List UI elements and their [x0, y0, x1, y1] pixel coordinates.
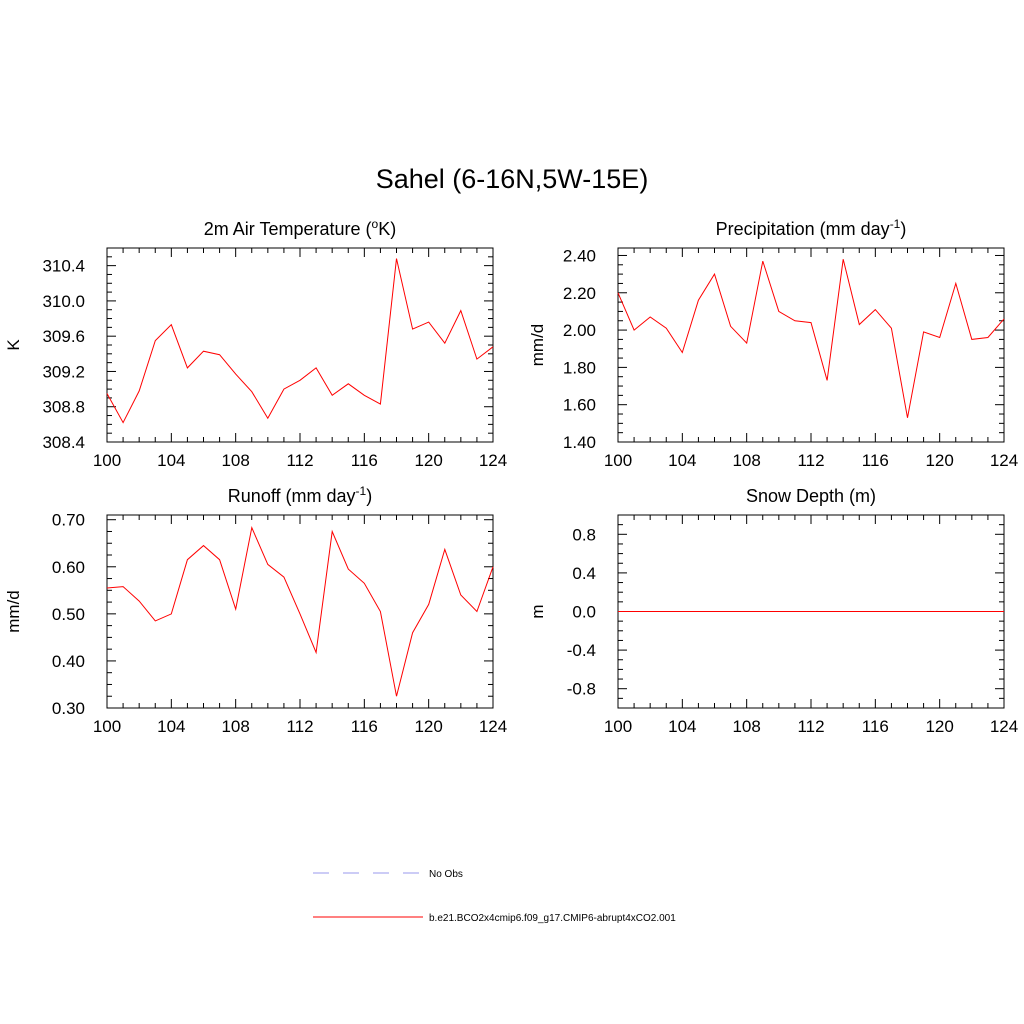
y-axis-label: K	[4, 339, 23, 351]
panel-title-superscript: o	[372, 217, 379, 231]
x-tick-label: 112	[286, 451, 313, 470]
series-line	[106, 526, 494, 697]
panel-title: Runoff (mm day-1)	[228, 484, 372, 506]
x-tick-label: 104	[668, 451, 696, 470]
x-tick-label: 120	[414, 717, 442, 736]
panel-title-superscript: -1	[890, 217, 901, 231]
series-line	[106, 258, 494, 424]
y-tick-label: 310.4	[42, 257, 85, 276]
y-tick-label: 2.20	[563, 284, 596, 303]
y-tick-label: 1.80	[563, 358, 596, 377]
plot-frame	[106, 247, 494, 443]
y-tick-label: 0.40	[52, 652, 85, 671]
panel-title-end: )	[900, 219, 906, 239]
panel-4: 100 104 108 112 116 120 124 -0.8 -0.4 0.0 0.4 0.8 m S…	[528, 486, 1018, 736]
x-tick-label: 116	[351, 451, 378, 470]
y-tick-label: 0.50	[52, 605, 85, 624]
x-tick-label: 116	[862, 717, 889, 736]
x-tick-label: 100	[604, 451, 632, 470]
y-tick-label: 310.0	[42, 292, 85, 311]
x-tick-label: 108	[221, 451, 249, 470]
x-tick-label: 100	[93, 717, 121, 736]
y-tick-label: 309.6	[42, 327, 85, 346]
x-tick-label: 104	[157, 451, 185, 470]
y-axis-label: mm/d	[528, 324, 547, 367]
panel-title-main: 2m Air Temperature (	[204, 219, 372, 239]
x-tick-label: 124	[990, 717, 1018, 736]
panel-2: 100 104 108 112 116 120 124 1.40 1.60 1.80 2.00 2.2…	[528, 217, 1018, 470]
y-tick-label: -0.8	[567, 680, 596, 699]
y-tick-label: 0.4	[572, 564, 596, 583]
x-tick-label: 116	[351, 717, 378, 736]
y-tick-label: 1.40	[563, 433, 596, 452]
x-tick-label: 120	[414, 451, 442, 470]
y-tick-label: 1.60	[563, 396, 596, 415]
panel-title: Snow Depth (m)	[746, 486, 876, 506]
panel-title-main: Runoff (mm day	[228, 486, 356, 506]
x-tick-label: 100	[93, 451, 121, 470]
x-tick-label: 120	[925, 451, 953, 470]
x-tick-label: 108	[221, 717, 249, 736]
legend-label: b.e21.BCO2x4cmip6.f09_g17.CMIP6-abrupt4x…	[429, 913, 676, 924]
y-tick-label: 0.8	[572, 525, 596, 544]
x-tick-label: 112	[797, 451, 824, 470]
plot-frame	[617, 247, 1005, 443]
x-tick-label: 108	[732, 451, 760, 470]
x-tick-label: 124	[990, 451, 1018, 470]
y-axis-label: mm/d	[4, 590, 23, 633]
y-tick-label: 0.70	[52, 511, 85, 530]
panel-title-end: K)	[378, 219, 396, 239]
panel-title-main: Precipitation (mm day	[716, 219, 890, 239]
y-tick-label: 2.40	[563, 246, 596, 265]
y-tick-label: 2.00	[563, 321, 596, 340]
x-tick-label: 104	[668, 717, 696, 736]
x-tick-label: 104	[157, 717, 185, 736]
y-tick-label: 308.8	[42, 398, 85, 417]
x-tick-label: 120	[925, 717, 953, 736]
x-tick-label: 116	[862, 451, 889, 470]
y-tick-label: 309.2	[42, 362, 85, 381]
y-axis-label: m	[528, 604, 547, 618]
y-tick-label: 0.30	[52, 699, 85, 718]
x-tick-label: 100	[604, 717, 632, 736]
legend-label: No Obs	[429, 869, 463, 880]
legend: No Obs b.e21.BCO2x4cmip6.f09_g17.CMIP6-ab…	[313, 869, 676, 924]
y-tick-label: 0.60	[52, 558, 85, 577]
figure-title: Sahel (6-16N,5W-15E)	[375, 164, 649, 194]
x-tick-label: 108	[732, 717, 760, 736]
panel-title-main: Snow Depth (m)	[746, 486, 876, 506]
series-line	[617, 259, 1005, 418]
x-tick-label: 124	[479, 451, 507, 470]
x-tick-label: 124	[479, 717, 507, 736]
panel-title-superscript: -1	[356, 484, 367, 498]
x-tick-label: 112	[286, 717, 313, 736]
panel-title: 2m Air Temperature (oK)	[204, 217, 396, 239]
panel-title-end: )	[366, 486, 372, 506]
y-tick-label: -0.4	[567, 641, 596, 660]
y-tick-label: 0.0	[572, 603, 596, 622]
panel-1: 100 104 108 112 116 120 124 308.4 308.8 309.2 309.…	[4, 217, 507, 470]
panel-title: Precipitation (mm day-1)	[716, 217, 907, 239]
x-tick-label: 112	[797, 717, 824, 736]
y-tick-label: 308.4	[42, 433, 85, 452]
plot-frame	[106, 514, 494, 709]
panel-3: 100 104 108 112 116 120 124 0.30 0.40 0.50 0.60 0.7…	[4, 484, 507, 736]
